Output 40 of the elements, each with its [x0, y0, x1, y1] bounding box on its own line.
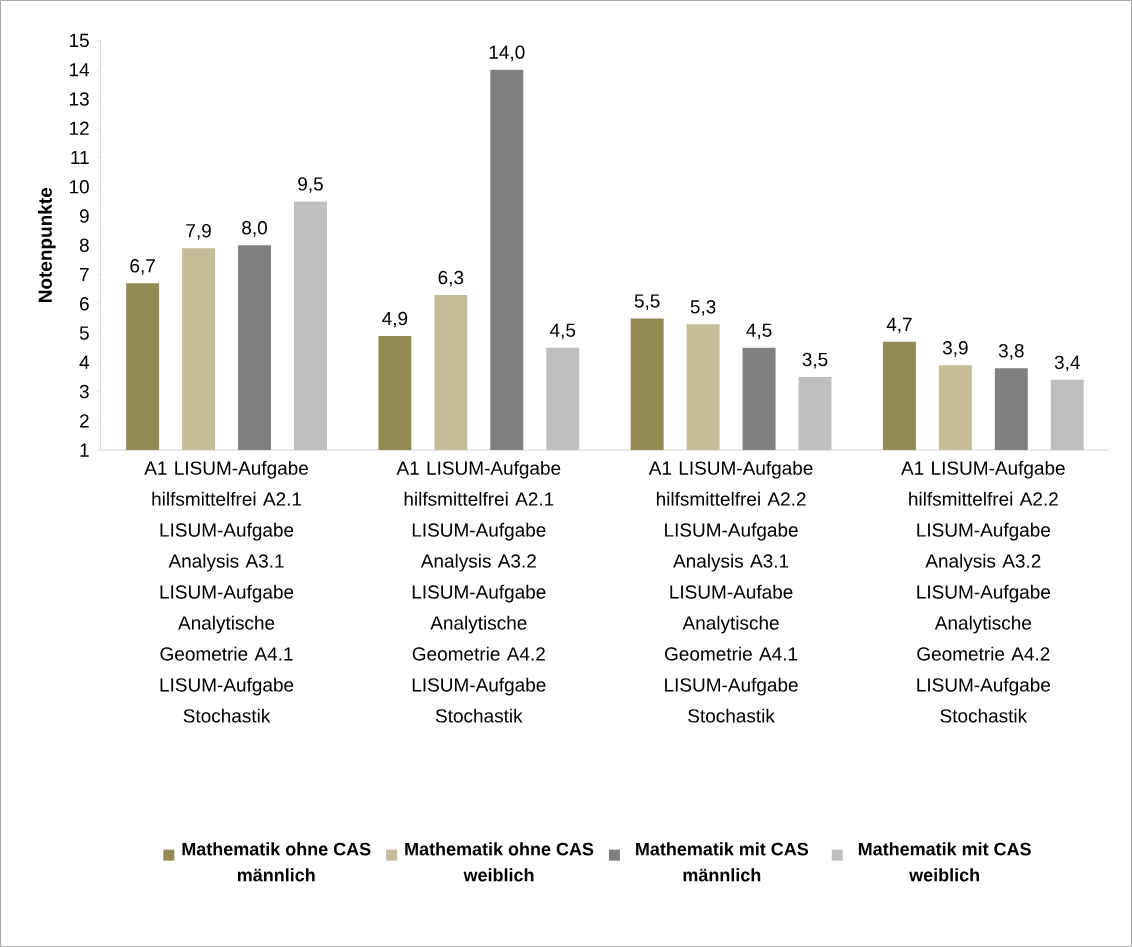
y-tick-label: 2 [80, 414, 89, 428]
data-label: 4,5 [549, 323, 576, 340]
y-tick-label: 4 [79, 355, 90, 369]
y-tick-label: 5 [79, 326, 89, 340]
category-label: A1 LISUM-Aufgabe hilfsmittelfrei A2.2 LISUM-Aufgabe Analysis A3.1 LISUM-Aufabe Analytische Geometrie A4.1 LISUM-Aufgabe Stochastik [648, 460, 813, 723]
data-label: 8,0 [242, 220, 267, 237]
data-label: 4,9 [382, 311, 408, 328]
legend-label: Mathematik ohne CAS männlich [182, 842, 371, 882]
data-label: 14,0 [489, 45, 525, 62]
data-label: 3,4 [1054, 355, 1080, 372]
data-label: 6,3 [438, 270, 464, 287]
data-label: 9,5 [298, 177, 323, 193]
y-tick-label: 7 [80, 267, 89, 281]
data-label: 6,7 [130, 259, 155, 275]
data-label: 3,5 [802, 352, 828, 369]
y-tick-label: 14 [69, 63, 90, 77]
data-label: 3,9 [942, 340, 968, 357]
data-label: 4,5 [746, 323, 772, 340]
data-label: 5,5 [634, 294, 660, 310]
legend-label: Mathematik mit CAS weiblich [858, 842, 1031, 882]
y-tick-label: 9 [79, 209, 89, 223]
y-tick-label: 11 [71, 150, 89, 164]
y-tick-label: 10 [69, 179, 89, 194]
y-tick-label: 1 [80, 443, 89, 457]
category-label: A1 LISUM-Aufgabe hilfsmittelfrei A2.1 LISUM-Aufgabe Analysis A3.1 LISUM-Aufgabe Analytische Geometrie A4.1 LISUM-Aufgabe Stochastik [144, 460, 308, 723]
category-label: A1 LISUM-Aufgabe hilfsmittelfrei A2.1 LISUM-Aufgabe Analysis A3.2 LISUM-Aufgabe Analytische Geometrie A4.2 LISUM-Aufgabe Stochastik [396, 460, 561, 723]
y-tick-label: 15 [69, 33, 89, 48]
data-label: 3,8 [998, 343, 1024, 360]
data-label: 4,7 [886, 317, 912, 334]
y-tick-label: 6 [80, 297, 89, 311]
category-label: A1 LISUM-Aufgabe hilfsmittelfrei A2.2 LISUM-Aufgabe Analysis A3.2 LISUM-Aufgabe Analytische Geometrie A4.2 LISUM-Aufgabe Stochastik [901, 460, 1065, 723]
y-tick-label: 3 [79, 384, 89, 399]
y-tick-label: 13 [69, 92, 89, 106]
y-axis-title: Notenpunkte [37, 187, 56, 302]
data-label: 7,9 [186, 223, 211, 240]
legend-label: Mathematik mit CAS männlich [636, 842, 809, 882]
legend-label: Mathematik ohne CAS weiblich [405, 842, 594, 882]
y-tick-label: 12 [69, 121, 89, 135]
y-tick-label: 8 [79, 238, 89, 252]
data-label: 5,3 [690, 299, 716, 316]
